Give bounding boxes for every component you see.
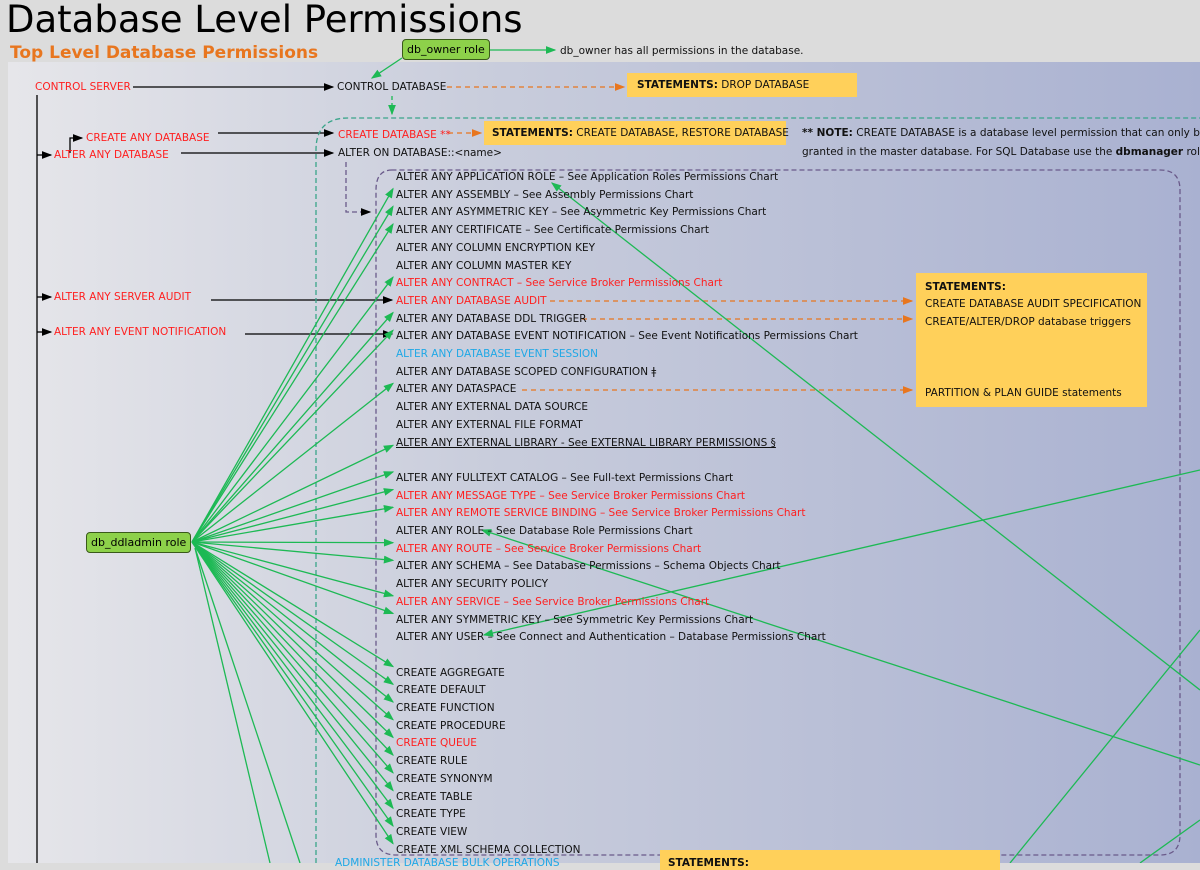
ddladmin-arrow bbox=[191, 329, 394, 543]
ddladmin-arrow bbox=[191, 541, 395, 703]
permission-row: ALTER ANY MESSAGE TYPE – See Service Bro… bbox=[396, 489, 745, 502]
ddladmin-arrow bbox=[191, 541, 394, 810]
section-subtitle: Top Level Database Permissions bbox=[10, 43, 319, 63]
alter-on-database-label: ALTER ON DATABASE::<name> bbox=[338, 147, 502, 159]
ddladmin-arrow bbox=[191, 541, 394, 757]
statements-label: STATEMENTS: bbox=[637, 79, 718, 91]
permission-row: ALTER ANY DATABASE EVENT SESSION bbox=[396, 348, 599, 360]
note-line-2: granted in the master database. For SQL … bbox=[802, 145, 1200, 159]
permission-row: ALTER ANY DATABASE EVENT NOTIFICATION – … bbox=[396, 330, 858, 343]
control-database-label: CONTROL DATABASE bbox=[337, 81, 447, 93]
note-text-1: CREATE DATABASE is a database level perm… bbox=[856, 127, 1200, 139]
alter-any-event-notification-label: ALTER ANY EVENT NOTIFICATION bbox=[54, 326, 227, 338]
ddladmin-arrow bbox=[191, 541, 394, 827]
note-prefix: ** NOTE: bbox=[802, 127, 853, 139]
create-any-database-label: CREATE ANY DATABASE bbox=[86, 132, 210, 144]
statement-item: CREATE/ALTER/DROP database triggers bbox=[925, 316, 1131, 328]
permission-row: ALTER ANY DATABASE SCOPED CONFIGURATION … bbox=[396, 365, 657, 378]
alter-any-database-label: ALTER ANY DATABASE bbox=[54, 149, 169, 161]
statements-label: STATEMENTS: bbox=[668, 857, 749, 869]
permission-row: CREATE RULE bbox=[396, 755, 468, 768]
ddladmin-arrow bbox=[191, 382, 395, 543]
permission-row: CREATE FUNCTION bbox=[396, 702, 495, 714]
permission-row: CREATE DEFAULT bbox=[396, 684, 486, 697]
permission-row: ALTER ANY EXTERNAL FILE FORMAT bbox=[396, 418, 583, 431]
ddladmin-arrow bbox=[191, 444, 395, 543]
page-title: Database Level Permissions bbox=[6, 0, 523, 41]
permission-row: CREATE PROCEDURE bbox=[396, 719, 506, 732]
diagram-panel bbox=[8, 62, 1200, 863]
permission-row: CREATE TABLE bbox=[396, 790, 473, 803]
permission-row: ALTER ANY ROUTE – See Service Broker Per… bbox=[396, 542, 702, 555]
permission-row: ALTER ANY COLUMN MASTER KEY bbox=[396, 259, 572, 272]
create-database-label: CREATE DATABASE ** bbox=[338, 129, 451, 141]
note-text-2c: role. bbox=[1186, 146, 1200, 158]
statements-label: STATEMENTS: bbox=[925, 281, 1006, 293]
permission-row: CREATE QUEUE bbox=[396, 737, 477, 750]
permission-row: ALTER ANY EXTERNAL LIBRARY - See EXTERNA… bbox=[396, 436, 776, 449]
ddladmin-arrow bbox=[191, 541, 394, 845]
ddladmin-arrow bbox=[191, 541, 395, 686]
ddladmin-arrow bbox=[191, 538, 395, 547]
ddladmin-arrow bbox=[191, 541, 395, 598]
ddladmin-arrow bbox=[191, 541, 394, 721]
ddladmin-arrow bbox=[191, 505, 395, 543]
permission-row: ALTER ANY REMOTE SERVICE BINDING – See S… bbox=[396, 507, 806, 520]
create-database-statement: CREATE DATABASE, RESTORE DATABASE bbox=[576, 127, 789, 139]
control-server-label: CONTROL SERVER bbox=[35, 81, 131, 93]
permission-row: ALTER ANY SERVICE – See Service Broker P… bbox=[396, 595, 710, 608]
ddladmin-arrow bbox=[191, 311, 394, 543]
db-owner-role-box: db_owner role bbox=[402, 39, 490, 60]
permission-row: ALTER ANY SECURITY POLICY bbox=[396, 578, 549, 591]
ddladmin-arrow bbox=[191, 541, 394, 792]
note-text-2a: granted in the master database. For SQL … bbox=[802, 146, 1113, 158]
permission-row: ALTER ANY SCHEMA – See Database Permissi… bbox=[396, 560, 781, 573]
ddladmin-arrow bbox=[191, 541, 395, 615]
ddladmin-arrow bbox=[191, 488, 395, 543]
permission-row: CREATE TYPE bbox=[396, 808, 466, 821]
drop-database-statements-box: STATEMENTS: DROP DATABASE bbox=[627, 73, 857, 97]
ddladmin-arrow bbox=[191, 276, 394, 543]
create-database-statements-box: STATEMENTS: CREATE DATABASE, RESTORE DAT… bbox=[484, 121, 789, 145]
bulk-statements-box: STATEMENTS: bbox=[660, 850, 1000, 870]
ddladmin-arrow bbox=[191, 541, 395, 668]
ddladmin-arrow bbox=[191, 541, 394, 739]
statement-item: PARTITION & PLAN GUIDE statements bbox=[925, 387, 1122, 399]
drop-database-statement: DROP DATABASE bbox=[721, 79, 810, 91]
permission-row: ALTER ANY DATASPACE bbox=[396, 383, 517, 396]
permission-row: ALTER ANY SYMMETRIC KEY – See Symmetric … bbox=[396, 613, 754, 626]
ddladmin-arrow bbox=[191, 541, 394, 774]
permission-row: ALTER ANY DATABASE AUDIT bbox=[396, 294, 547, 307]
permission-row: ALTER ANY ASYMMETRIC KEY – See Asymmetri… bbox=[396, 206, 767, 219]
permission-row: CREATE SYNONYM bbox=[396, 772, 493, 785]
permission-row: ALTER ANY FULLTEXT CATALOG – See Full-te… bbox=[396, 471, 734, 484]
permission-row: ALTER ANY ROLE – See Database Role Permi… bbox=[396, 525, 693, 537]
permission-row: ALTER ANY DATABASE DDL TRIGGER bbox=[396, 312, 587, 325]
permission-row: CREATE XML SCHEMA COLLECTION bbox=[396, 843, 581, 856]
statement-item: CREATE DATABASE AUDIT SPECIFICATION bbox=[925, 298, 1142, 310]
permission-row: CREATE AGGREGATE bbox=[396, 666, 505, 679]
ddladmin-arrow bbox=[191, 205, 394, 543]
ddladmin-arrow bbox=[191, 187, 394, 543]
administer-bulk-operations-label: ADMINISTER DATABASE BULK OPERATIONS bbox=[335, 857, 560, 869]
permission-row: ALTER ANY EXTERNAL DATA SOURCE bbox=[396, 401, 589, 414]
audit-trigger-statements-box: STATEMENTS: CREATE DATABASE AUDIT SPECIF… bbox=[916, 273, 1147, 407]
permission-row: ALTER ANY APPLICATION ROLE – See Applica… bbox=[396, 171, 779, 183]
permission-row: ALTER ANY CERTIFICATE – See Certificate … bbox=[396, 224, 709, 237]
permission-row: ALTER ANY CONTRACT – See Service Broker … bbox=[396, 277, 723, 290]
alter-any-server-audit-label: ALTER ANY SERVER AUDIT bbox=[54, 291, 191, 303]
permission-row: CREATE VIEW bbox=[396, 825, 468, 838]
statements-label: STATEMENTS: bbox=[492, 127, 573, 139]
permission-row: ALTER ANY COLUMN ENCRYPTION KEY bbox=[396, 241, 596, 254]
db-owner-note: db_owner has all permissions in the data… bbox=[560, 45, 804, 57]
db-ddladmin-role-box: db_ddladmin role bbox=[86, 532, 192, 553]
permission-row: ALTER ANY USER – See Connect and Authent… bbox=[396, 631, 826, 644]
note-dbmanager: dbmanager bbox=[1115, 146, 1184, 158]
permission-row: ALTER ANY ASSEMBLY – See Assembly Permis… bbox=[396, 188, 694, 201]
note-line-1: ** NOTE: CREATE DATABASE is a database l… bbox=[802, 126, 1200, 140]
ddladmin-arrow bbox=[191, 223, 394, 543]
ddladmin-arrow bbox=[191, 471, 395, 543]
ddladmin-arrow bbox=[191, 541, 395, 564]
